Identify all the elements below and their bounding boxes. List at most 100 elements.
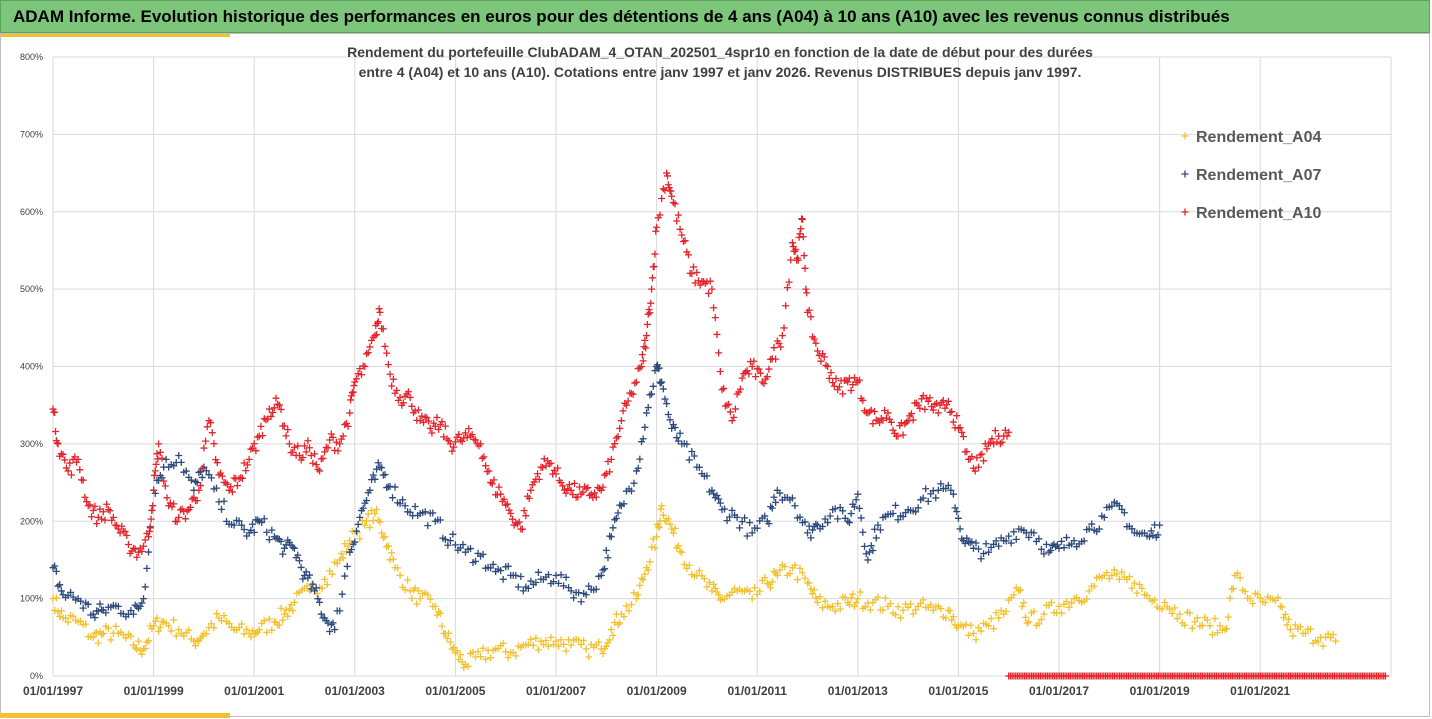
data-point-interp bbox=[524, 640, 532, 648]
data-point-interp bbox=[344, 542, 352, 550]
data-point-interp bbox=[716, 596, 724, 604]
data-point-interp bbox=[869, 420, 877, 428]
data-point-interp bbox=[706, 277, 714, 285]
data-point bbox=[280, 544, 288, 552]
data-point-interp bbox=[464, 662, 472, 670]
data-point-interp bbox=[599, 566, 607, 574]
data-point-interp bbox=[761, 512, 769, 520]
data-point-interp bbox=[1314, 638, 1322, 646]
data-point-interp bbox=[524, 584, 532, 592]
data-point-interp bbox=[609, 443, 617, 451]
data-point-interp bbox=[141, 644, 149, 652]
data-point bbox=[145, 533, 153, 541]
data-point-interp bbox=[151, 467, 159, 475]
data-point-interp bbox=[666, 520, 674, 528]
data-point-interp bbox=[725, 400, 733, 408]
data-point bbox=[658, 378, 666, 386]
data-point-interp bbox=[829, 379, 837, 387]
data-point-interp bbox=[581, 483, 589, 491]
data-point-interp bbox=[822, 361, 830, 369]
data-point-interp bbox=[373, 331, 381, 339]
data-point-interp bbox=[601, 565, 609, 573]
legend-marker bbox=[1181, 208, 1189, 216]
data-point bbox=[361, 363, 369, 370]
data-point bbox=[653, 223, 661, 231]
data-point-interp bbox=[664, 411, 672, 419]
data-point-interp bbox=[228, 488, 236, 496]
data-point-interp bbox=[794, 256, 802, 264]
data-point-interp bbox=[796, 564, 804, 572]
data-point-interp bbox=[1083, 595, 1091, 603]
data-point-interp bbox=[349, 388, 357, 396]
data-point-interp bbox=[921, 405, 929, 413]
data-point-interp bbox=[254, 516, 262, 524]
data-point-interp bbox=[86, 501, 94, 509]
data-point-interp bbox=[869, 547, 877, 555]
data-point bbox=[748, 529, 756, 537]
data-point-interp bbox=[482, 655, 490, 663]
data-point-interp bbox=[138, 547, 146, 555]
data-point-interp bbox=[584, 484, 592, 492]
data-point bbox=[477, 440, 485, 448]
data-point bbox=[728, 417, 736, 425]
data-point-interp bbox=[270, 404, 278, 412]
y-tick-label: 100% bbox=[20, 594, 43, 604]
data-point bbox=[265, 405, 273, 413]
data-point-interp bbox=[180, 632, 188, 640]
data-point-interp bbox=[1010, 591, 1018, 599]
data-point-interp bbox=[512, 572, 520, 580]
data-point-interp bbox=[277, 405, 285, 413]
data-point-interp bbox=[622, 602, 630, 610]
data-point-interp bbox=[802, 285, 810, 293]
y-tick-label: 700% bbox=[20, 129, 43, 139]
data-point-interp bbox=[468, 431, 476, 439]
data-point-interp bbox=[186, 503, 194, 511]
data-point-interp bbox=[436, 609, 444, 617]
data-point-interp bbox=[755, 365, 763, 373]
data-point-interp bbox=[996, 440, 1004, 448]
data-point-interp bbox=[198, 464, 206, 472]
data-point-interp bbox=[1047, 546, 1055, 554]
data-point-interp bbox=[1283, 621, 1291, 629]
data-point bbox=[200, 463, 208, 471]
data-point bbox=[668, 424, 676, 432]
data-point-interp bbox=[1125, 573, 1133, 581]
data-point-interp bbox=[143, 564, 151, 572]
data-point-interp bbox=[94, 639, 102, 647]
data-point-interp bbox=[963, 534, 971, 542]
data-point-interp bbox=[366, 343, 374, 351]
data-point-interp bbox=[177, 458, 185, 466]
data-point-interp bbox=[629, 390, 637, 398]
data-point-interp bbox=[757, 369, 765, 377]
data-point-interp bbox=[1224, 613, 1232, 621]
data-point bbox=[668, 525, 676, 533]
data-point-interp bbox=[1118, 568, 1126, 576]
data-point-interp bbox=[406, 508, 414, 516]
data-point-interp bbox=[250, 528, 258, 536]
data-point-interp bbox=[415, 406, 423, 414]
data-point-interp bbox=[238, 620, 246, 628]
data-point-interp bbox=[992, 609, 1000, 617]
data-point-interp bbox=[943, 401, 951, 409]
data-point-interp bbox=[479, 644, 487, 652]
data-point-interp bbox=[1296, 623, 1304, 631]
data-point-interp bbox=[343, 562, 351, 570]
data-point-interp bbox=[753, 524, 761, 532]
data-point-interp bbox=[1037, 545, 1045, 553]
data-point-interp bbox=[502, 648, 510, 656]
data-point-interp bbox=[1133, 589, 1141, 597]
data-point bbox=[356, 513, 364, 521]
data-point-interp bbox=[715, 495, 723, 503]
data-point-interp bbox=[850, 374, 858, 382]
data-point bbox=[894, 432, 902, 440]
data-point-interp bbox=[859, 396, 867, 404]
data-point-interp bbox=[557, 636, 565, 644]
data-point-interp bbox=[303, 582, 311, 590]
data-point-interp bbox=[146, 524, 154, 532]
data-point-interp bbox=[894, 516, 902, 524]
x-tick-label: 01/01/2019 bbox=[1130, 684, 1190, 698]
x-tick-label: 01/01/2011 bbox=[728, 684, 788, 698]
data-point-interp bbox=[238, 474, 246, 482]
data-point-interp bbox=[242, 467, 250, 475]
data-point-interp bbox=[52, 567, 60, 575]
